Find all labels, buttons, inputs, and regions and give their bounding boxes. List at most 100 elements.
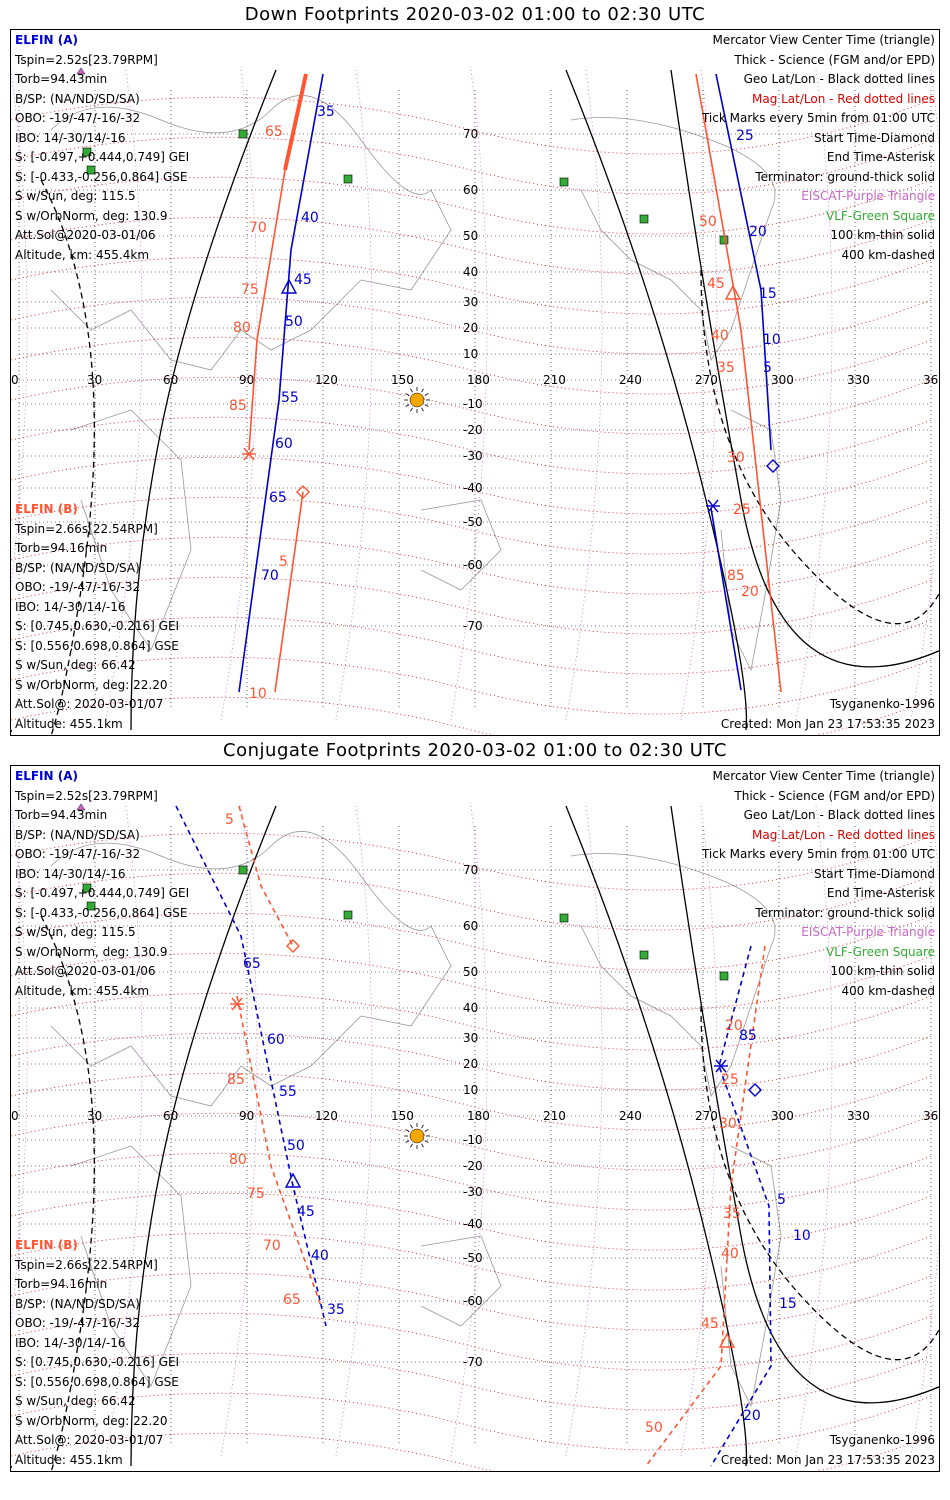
elfin-a-tick-label: 50	[285, 314, 303, 330]
center-time-triangle	[280, 278, 298, 294]
vlf-square	[559, 177, 569, 187]
legend-entry: Geo Lat/Lon - Black dotted lines	[743, 72, 935, 86]
elfin-a-info: Torb=94.43min	[15, 72, 108, 86]
lon-tick: 150	[391, 1109, 414, 1123]
elfin-a-info: S w/OrbNorm, deg: 130.9	[15, 944, 168, 959]
lon-tick: 0	[11, 1109, 19, 1123]
elfin-a-info: S: [-0.497,+0.444,0.749] GEI	[15, 150, 190, 164]
lat-tick: 70	[463, 863, 478, 877]
elfin-a-info: Altitude, km: 455.4km	[15, 247, 150, 262]
legend-entry: Thick - Science (FGM and/or EPD)	[734, 788, 935, 803]
elfin-b-science-segment	[283, 73, 308, 171]
elfin-a-info: S w/Sun, deg: 115.5	[15, 925, 136, 939]
elfin-a-info: OBO: -19/-47/-16/-32	[15, 847, 141, 861]
elfin-a-info: B/SP: (NA/ND/SD/SA)	[15, 827, 140, 842]
vlf-square	[82, 147, 92, 157]
elfin-a-info: OBO: -19/-47/-16/-32	[15, 111, 141, 125]
elfin-b-info: Altitude: 455.1km	[15, 716, 123, 731]
legend-entry: Tick Marks every 5min from 01:00 UTC	[701, 847, 935, 861]
elfin-a-label: ELFIN (A)	[15, 769, 78, 783]
elfin-a-tick-label: 20	[749, 224, 767, 240]
lat-tick: -10	[463, 397, 483, 411]
vlf-square	[86, 901, 96, 911]
elfin-a-label: ELFIN (A)	[15, 33, 78, 47]
lat-tick: 20	[463, 1057, 478, 1071]
lon-tick: 150	[391, 373, 414, 387]
vlf-square	[82, 883, 92, 893]
lon-tick: 120	[315, 373, 338, 387]
elfin-a-tick-label: 5	[777, 1192, 786, 1208]
elfin-b-info: Torb=94.16min	[15, 1277, 108, 1291]
terminator	[130, 69, 939, 731]
elfin-b-tick-label: 70	[249, 220, 267, 236]
elfin-b-info: Att.Sol@: 2020-03-01/07	[15, 1433, 164, 1447]
elfin-a-tick-label: 40	[311, 1248, 329, 1264]
elfin-b-track-right	[645, 945, 766, 1467]
elfin-b-tick-label: 80	[229, 1152, 247, 1168]
legend-entry: EISCAT-Purple Triangle	[801, 189, 935, 203]
elfin-b-info: Att.Sol@: 2020-03-01/07	[15, 697, 164, 711]
mag-meridians	[11, 69, 939, 721]
elfin-a-track-left	[175, 805, 327, 1327]
lon-tick: 180	[467, 1109, 490, 1123]
elfin-b-tick-label: 45	[701, 1316, 719, 1332]
elfin-a-tick-label: 15	[779, 1296, 797, 1312]
elfin-b-tick-label: 75	[247, 1186, 265, 1202]
vlf-square	[719, 971, 729, 981]
lat-tick: 40	[463, 1001, 478, 1015]
sun-icon	[404, 387, 430, 413]
lat-tick: 30	[463, 295, 478, 309]
start-diamond	[286, 939, 300, 953]
elfin-a-tick-label: 35	[317, 104, 335, 120]
elfin-a-tick-label: 40	[301, 210, 319, 226]
vlf-square	[343, 910, 353, 920]
elfin-b-tick-label: 30	[727, 450, 745, 466]
elfin-a-track-left	[238, 73, 324, 693]
lat-tick: 10	[463, 347, 478, 361]
vlf-square	[238, 865, 248, 875]
top-panel: 0 30 60 90 120 150 180 210 240 270 300 330 360 70 60 50…	[10, 29, 940, 736]
lat-tick: -50	[463, 1251, 483, 1265]
elfin-a-info: Altitude, km: 455.4km	[15, 983, 150, 998]
elfin-b-tick-label: 25	[733, 502, 751, 518]
legend-entry: 100 km-thin solid	[830, 228, 935, 242]
lon-tick: 360	[923, 373, 940, 387]
elfin-a-info: S w/OrbNorm, deg: 130.9	[15, 208, 168, 223]
elfin-a-info: S: [-0.497,+0.444,0.749] GEI	[15, 886, 190, 900]
center-time-triangle	[718, 1332, 736, 1348]
lat-tick: 50	[463, 965, 478, 979]
elfin-a-info: Tspin=2.52s[23.79RPM]	[15, 788, 158, 803]
lat-tick: 50	[463, 229, 478, 243]
elfin-b-info: B/SP: (NA/ND/SD/SA)	[15, 1296, 140, 1311]
elfin-b-tick-label: 65	[283, 1292, 301, 1308]
elfin-b-tick-label: 25	[721, 1072, 739, 1088]
elfin-a-info: IBO: 14/-30/14/-16	[15, 866, 126, 881]
lat-tick: -60	[463, 558, 483, 572]
end-asterisk	[706, 499, 720, 513]
elfin-b-tick-label: 75	[241, 282, 259, 298]
eiscat-triangle	[76, 67, 86, 75]
eiscat-triangle	[76, 803, 86, 811]
lon-tick: 240	[619, 373, 642, 387]
sun-icon	[404, 1123, 430, 1149]
elfin-b-info: S w/OrbNorm, deg: 22.20	[15, 677, 168, 692]
lat-tick: 20	[463, 321, 478, 335]
elfin-a-tick-label: 70	[261, 568, 279, 584]
start-diamond	[296, 485, 310, 499]
elfin-b-tick-label: 40	[711, 328, 729, 344]
elfin-a-info: B/SP: (NA/ND/SD/SA)	[15, 91, 140, 106]
lon-tick: 270	[695, 1109, 718, 1123]
lat-tick: -20	[463, 423, 483, 437]
elfin-a-tick-label: 10	[793, 1228, 811, 1244]
elfin-b-track-left-north	[238, 805, 294, 947]
elfin-b-label: ELFIN (B)	[15, 1238, 78, 1252]
elfin-b-info: S: [0.745,0.630,-0.216] GEI	[15, 619, 180, 633]
elfin-b-tick-label: 10	[249, 686, 267, 702]
lon-tick: 30	[87, 1109, 102, 1123]
elfin-b-label: ELFIN (B)	[15, 502, 78, 516]
elfin-a-info: S w/Sun, deg: 115.5	[15, 189, 136, 203]
elfin-a-track-right-south	[710, 507, 742, 691]
elfin-b-info: IBO: 14/-30/14/-16	[15, 1335, 126, 1350]
elfin-a-tick-label: 25	[736, 128, 754, 144]
elfin-b-info: S w/OrbNorm, deg: 22.20	[15, 1413, 168, 1428]
